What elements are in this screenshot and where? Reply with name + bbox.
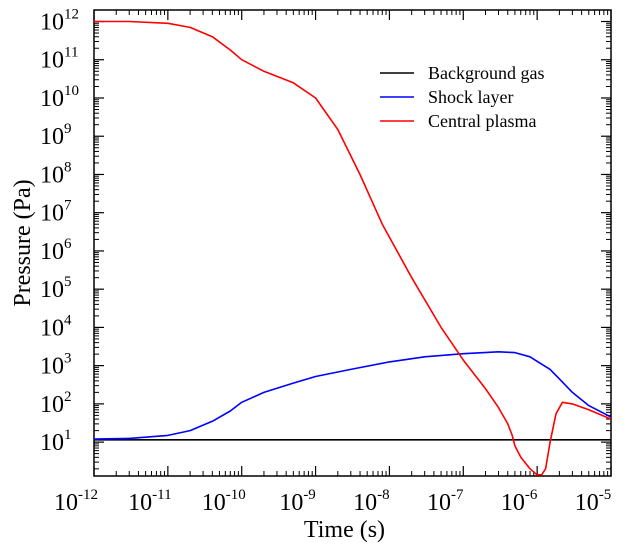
x-tick-label: 10-7: [427, 487, 464, 516]
series-line-central-plasma: [94, 20, 612, 476]
axes: 10-12 10-11 10-10 10-9 10-8 10-7 10-6 10-5 101 10…: [10, 7, 612, 543]
y-axis-label: Pressure (Pa): [10, 179, 36, 306]
y-tick-label: 105: [40, 274, 72, 303]
y-tick-label: 102: [40, 389, 72, 418]
y-tick-label: 1012: [40, 7, 79, 36]
y-tick-label: 104: [40, 312, 72, 341]
x-tick-label: 10-6: [501, 487, 538, 516]
y-tick-label: 109: [40, 121, 72, 150]
x-tick-label: 10-10: [202, 487, 246, 516]
y-tick-label: 103: [40, 351, 72, 380]
x-axis-label: Time (s): [304, 517, 385, 543]
legend-entry: Shock layer: [428, 87, 513, 107]
y-tick-label: 1011: [40, 45, 78, 74]
legend-entry: Central plasma: [428, 111, 536, 131]
plot-frame: [93, 9, 612, 477]
y-tick-label: 107: [40, 198, 72, 227]
x-tick-label: 10-5: [575, 487, 612, 516]
legend: Background gas Shock layer Central plasma: [380, 63, 544, 131]
series-layer: [93, 20, 612, 476]
legend-entry: Background gas: [428, 63, 544, 83]
x-tick-label: 10-9: [279, 487, 316, 516]
y-tick-label: 101: [40, 427, 72, 456]
y-tick-label: 1010: [40, 83, 79, 112]
y-tick-label: 108: [40, 159, 72, 188]
x-tick-label: 10-12: [54, 487, 98, 516]
y-tick-label: 106: [40, 236, 72, 265]
x-tick-label: 10-8: [353, 487, 390, 516]
series-line-shock-layer: [93, 350, 612, 440]
x-tick-label: 10-11: [128, 487, 171, 516]
